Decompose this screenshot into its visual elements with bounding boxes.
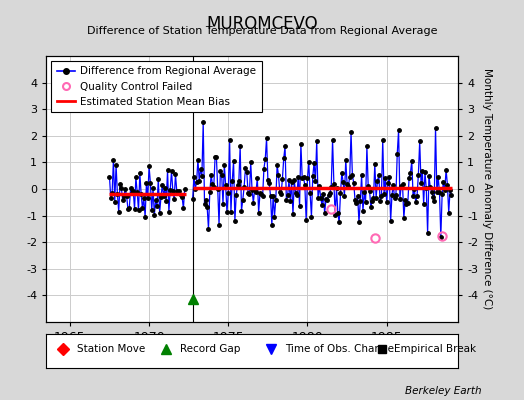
Text: Empirical Break: Empirical Break (394, 344, 476, 354)
Text: MUROMCEVO: MUROMCEVO (206, 15, 318, 33)
Text: Time of Obs. Change: Time of Obs. Change (285, 344, 394, 354)
Y-axis label: Monthly Temperature Anomaly Difference (°C): Monthly Temperature Anomaly Difference (… (482, 68, 492, 310)
Text: Station Move: Station Move (77, 344, 145, 354)
Legend: Difference from Regional Average, Quality Control Failed, Estimated Station Mean: Difference from Regional Average, Qualit… (51, 61, 261, 112)
Text: Berkeley Earth: Berkeley Earth (406, 386, 482, 396)
Text: Record Gap: Record Gap (180, 344, 241, 354)
Text: Difference of Station Temperature Data from Regional Average: Difference of Station Temperature Data f… (87, 26, 437, 36)
